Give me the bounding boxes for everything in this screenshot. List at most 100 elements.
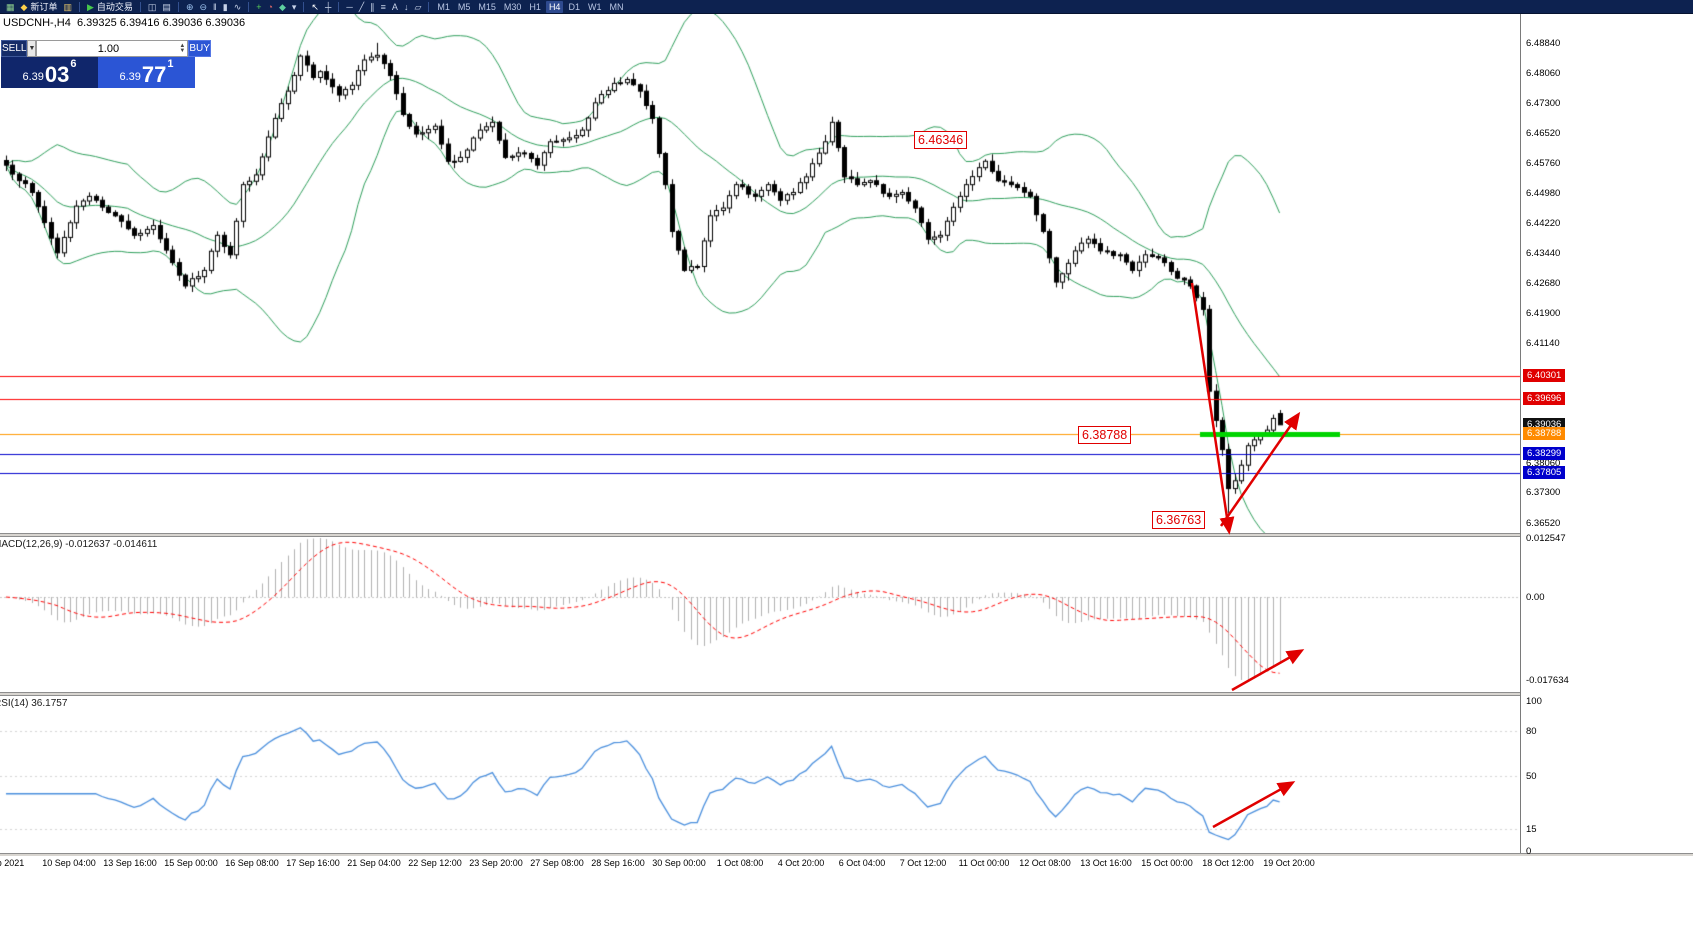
timeframe-m30[interactable]: M30 xyxy=(503,1,522,12)
timeframe-d1[interactable]: D1 xyxy=(568,1,580,12)
channel-icon[interactable]: ∥ xyxy=(370,1,375,12)
templates-icon[interactable]: ◆ xyxy=(278,1,286,12)
price-axis-label: 6.42680 xyxy=(1526,277,1561,289)
macd-indicator-label: MACD(12,26,9) -0.012637 -0.014611 xyxy=(0,539,158,550)
price-label-annotation[interactable]: 6.46346 xyxy=(914,131,968,149)
crosshair-icon[interactable]: ┼ xyxy=(324,1,332,12)
time-axis[interactable]: ep 2021 10 Sep 04:00 13 Sep 16:00 15 Sep 00… xyxy=(0,856,1693,872)
zoom-out-icon[interactable]: ⊖ xyxy=(199,1,208,12)
macd-indicator-chart[interactable] xyxy=(0,537,1520,692)
rsi-axis-label: 0 xyxy=(1526,846,1532,858)
line-chart-mode-icon[interactable]: ∿ xyxy=(233,1,242,12)
toolbar-separator xyxy=(78,1,80,12)
time-axis-label: 22 Sep 12:00 xyxy=(408,858,462,868)
timeframe-m5[interactable]: M5 xyxy=(457,1,471,12)
price-axis-label: 6.37300 xyxy=(1526,487,1561,499)
price-axis-label: 6.44980 xyxy=(1526,188,1561,200)
buy-price-pips: 77 xyxy=(141,62,167,87)
add-indicator-icon[interactable]: + xyxy=(256,1,262,12)
spinner-down-icon[interactable]: ▼ xyxy=(179,47,186,54)
cursor-icon[interactable]: ↖ xyxy=(311,1,319,12)
price-label-annotation[interactable]: 6.36763 xyxy=(1152,511,1206,529)
candlestick-mode-icon[interactable]: ▮ xyxy=(222,1,228,12)
price-label-annotation[interactable]: 6.38788 xyxy=(1078,426,1132,444)
price-level-badge: 6.39696 xyxy=(1523,392,1566,406)
toolbar-separator xyxy=(428,1,430,12)
toolbar-separator xyxy=(177,1,179,12)
shapes-tool-icon[interactable]: ▱ xyxy=(414,1,422,12)
price-axis-label: 6.46520 xyxy=(1526,128,1561,140)
arrows-tool-icon[interactable]: ↓ xyxy=(403,1,409,12)
cascade-windows-icon[interactable]: ▤ xyxy=(162,1,171,12)
time-axis-label: 12 Oct 08:00 xyxy=(1019,858,1071,868)
chart-screenshot-icon[interactable]: ▥ xyxy=(63,1,72,12)
toolbar-separator xyxy=(139,1,141,12)
order-type-dropdown[interactable]: ▼ xyxy=(27,40,37,57)
text-tool-icon[interactable]: A xyxy=(391,1,398,12)
trendline-icon[interactable]: ╱ xyxy=(358,1,365,12)
timeframe-h4[interactable]: H4 xyxy=(545,0,564,13)
sell-price-point: 6 xyxy=(70,58,77,70)
bar-chart-mode-icon[interactable]: ‖ xyxy=(213,1,217,12)
price-axis-label: 6.48840 xyxy=(1526,37,1561,49)
macd-axis-label: 0.00 xyxy=(1526,592,1545,604)
period-clock-icon[interactable]: ◔ xyxy=(267,1,273,12)
sell-price-pips: 03 xyxy=(44,62,70,87)
order-tag-icon: ◆ xyxy=(20,1,28,12)
trade-controls-row: SELL ▼ ▲ ▼ BUY xyxy=(1,40,211,57)
time-axis-label: ep 2021 xyxy=(0,858,25,868)
panel-separator[interactable] xyxy=(0,533,1693,537)
panel-separator[interactable] xyxy=(0,692,1693,696)
new-chart-icon[interactable]: ▦ xyxy=(6,1,15,12)
sell-button[interactable]: SELL xyxy=(1,40,28,57)
new-order-button-label: 新订单 xyxy=(30,1,58,12)
time-axis-label: 19 Oct 20:00 xyxy=(1263,858,1315,868)
rsi-axis-label: 50 xyxy=(1526,771,1537,782)
time-axis-label: 7 Oct 12:00 xyxy=(899,858,947,868)
price-axis-label: 6.41900 xyxy=(1526,308,1561,320)
fibonacci-icon[interactable]: ≡ xyxy=(380,1,386,12)
price-level-badge: 6.40301 xyxy=(1523,368,1566,382)
price-level-badge: 6.37805 xyxy=(1523,465,1566,479)
volume-input[interactable] xyxy=(37,42,180,55)
price-axis-label: 6.38060 xyxy=(1526,457,1561,469)
toolbar-separator xyxy=(248,1,250,12)
timeframe-m15[interactable]: M15 xyxy=(478,1,496,12)
timeframe-h1[interactable]: H1 xyxy=(529,1,541,12)
buy-price[interactable]: 6.39 77 1 xyxy=(98,57,195,88)
price-axis[interactable]: 6.48840 6.48060 6.47300 6.46520 6.45760 6.449… xyxy=(1520,14,1693,857)
toolbar-separator xyxy=(338,1,340,12)
dropdown-caret-icon[interactable]: ▾ xyxy=(291,1,297,12)
spinner-up-icon[interactable]: ▲ xyxy=(179,42,186,49)
time-axis-label: 10 Sep 04:00 xyxy=(42,858,96,868)
time-axis-label: 1 Oct 08:00 xyxy=(716,858,764,868)
timeframe-w1[interactable]: W1 xyxy=(587,1,602,12)
timeframe-mn[interactable]: MN xyxy=(609,1,624,12)
macd-axis-label: -0.017634 xyxy=(1526,675,1569,687)
time-axis-label: 13 Oct 16:00 xyxy=(1080,858,1132,868)
time-axis-label: 30 Sep 00:00 xyxy=(652,858,706,868)
time-axis-label: 18 Oct 12:00 xyxy=(1202,858,1254,868)
buy-price-point: 1 xyxy=(167,58,174,70)
time-axis-label: 11 Oct 00:00 xyxy=(958,858,1010,868)
zoom-in-icon[interactable]: ⊕ xyxy=(185,1,194,12)
chart-window: USDCNH-,H4 6.39325 6.39416 6.39036 6.390… xyxy=(0,14,1693,938)
buy-price-base: 6.39 xyxy=(119,71,141,83)
time-axis-label: 6 Oct 04:00 xyxy=(838,858,886,868)
time-axis-label: 15 Oct 00:00 xyxy=(1141,858,1193,868)
rsi-axis-label: 100 xyxy=(1526,695,1542,707)
tile-windows-icon[interactable]: ◫ xyxy=(147,1,157,12)
rsi-indicator-chart[interactable] xyxy=(0,696,1520,853)
buy-button[interactable]: BUY xyxy=(188,40,211,57)
new-order-button[interactable]: ◆ 新订单 xyxy=(19,1,60,13)
price-axis-label: 6.41140 xyxy=(1526,337,1560,349)
auto-trading-button-label: 自动交易 xyxy=(96,1,133,12)
timeframe-m1[interactable]: M1 xyxy=(437,1,450,12)
horizontal-line-icon[interactable]: ─ xyxy=(346,1,353,12)
play-icon: ▶ xyxy=(86,1,94,12)
price-axis-label: 6.36520 xyxy=(1526,517,1561,529)
price-axis-label: 6.45760 xyxy=(1526,157,1561,169)
sell-price[interactable]: 6.39 03 6 xyxy=(1,57,98,88)
main-price-chart[interactable] xyxy=(0,14,1520,533)
auto-trading-button[interactable]: ▶ 自动交易 xyxy=(85,1,135,13)
